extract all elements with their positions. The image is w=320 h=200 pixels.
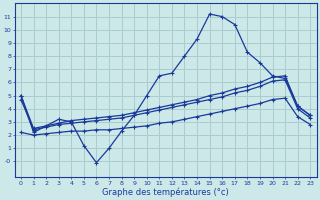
X-axis label: Graphe des températures (°c): Graphe des températures (°c) (102, 187, 229, 197)
